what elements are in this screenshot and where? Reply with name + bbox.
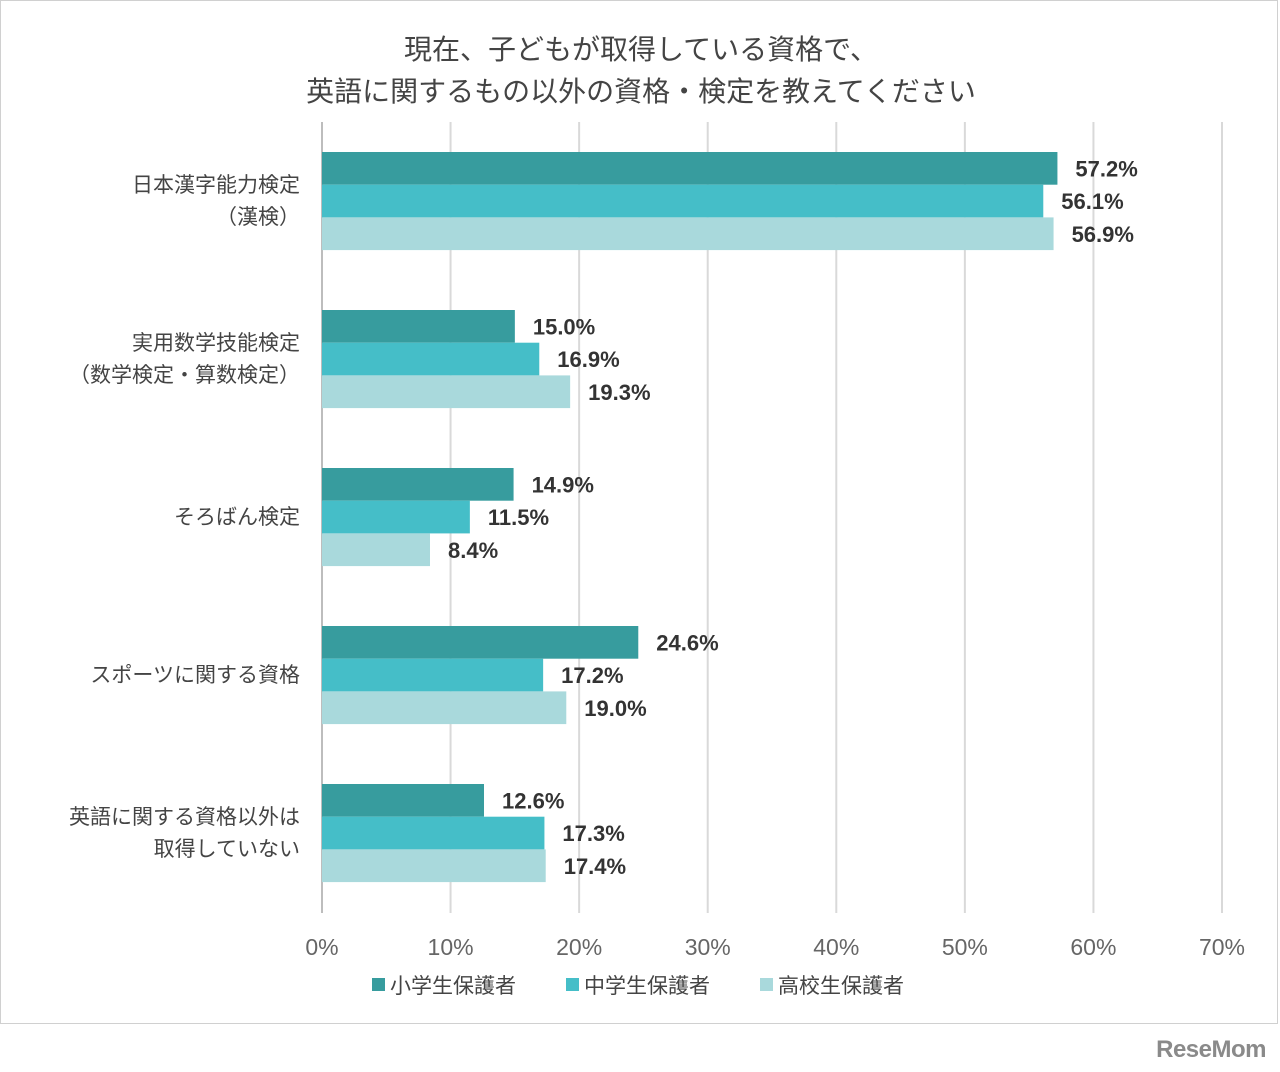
data-label: 24.6% bbox=[656, 630, 718, 655]
tick-label: 50% bbox=[942, 934, 988, 960]
bar bbox=[322, 468, 514, 501]
bar bbox=[322, 626, 639, 659]
bar bbox=[322, 152, 1058, 185]
bar bbox=[322, 784, 484, 817]
bar bbox=[322, 310, 515, 343]
data-label: 56.9% bbox=[1072, 222, 1134, 247]
category-label: （漢検） bbox=[216, 205, 300, 229]
category-label: スポーツに関する資格 bbox=[90, 663, 300, 687]
tick-label: 40% bbox=[813, 934, 859, 960]
data-label: 16.9% bbox=[557, 347, 619, 372]
category-label: 実用数学技能検定 bbox=[132, 331, 300, 355]
legend-label: 小学生保護者 bbox=[390, 974, 516, 998]
chart-title: 現在、子どもが取得している資格で、英語に関するもの以外の資格・検定を教えてくださ… bbox=[306, 33, 976, 108]
category-label: 取得していない bbox=[154, 837, 300, 861]
data-label: 12.6% bbox=[502, 788, 564, 813]
brand-logo: ReseMom bbox=[1156, 1036, 1266, 1063]
bar bbox=[322, 500, 470, 534]
bar bbox=[322, 816, 545, 850]
tick-label: 10% bbox=[428, 934, 474, 960]
category-labels: 日本漢字能力検定 （漢検） 実用数学技能検定 （数学検定・算数検定） そろばん検定スポー… bbox=[69, 173, 300, 861]
category-label: 日本漢字能力検定 bbox=[132, 173, 300, 197]
tick-label: 20% bbox=[556, 934, 602, 960]
legend-swatch bbox=[372, 978, 385, 991]
data-label: 56.1% bbox=[1061, 189, 1123, 214]
category-label: （数学検定・算数検定） bbox=[69, 363, 300, 387]
tick-label: 0% bbox=[305, 934, 338, 960]
data-label: 17.2% bbox=[561, 663, 623, 688]
legend: 小学生保護者 中学生保護者 高校生保護者 bbox=[372, 974, 904, 998]
bar bbox=[322, 217, 1054, 251]
title-line: 英語に関するもの以外の資格・検定を教えてください bbox=[306, 75, 976, 108]
chart: 現在、子どもが取得している資格で、英語に関するもの以外の資格・検定を教えてくださ… bbox=[69, 33, 1245, 998]
bar bbox=[322, 691, 567, 725]
legend-swatch bbox=[760, 978, 773, 991]
data-label: 11.5% bbox=[488, 505, 549, 530]
bar bbox=[322, 533, 430, 567]
legend-swatch bbox=[566, 978, 579, 991]
data-label: 19.3% bbox=[588, 380, 650, 405]
bar bbox=[322, 849, 546, 883]
category-label: そろばん検定 bbox=[174, 505, 300, 529]
data-label: 57.2% bbox=[1075, 156, 1137, 181]
legend-label: 中学生保護者 bbox=[584, 974, 710, 998]
data-label: 8.4% bbox=[448, 538, 498, 563]
bars bbox=[322, 152, 1058, 883]
bar bbox=[322, 658, 544, 692]
tick-label: 70% bbox=[1199, 934, 1245, 960]
bar bbox=[322, 342, 540, 376]
legend-label: 高校生保護者 bbox=[778, 974, 904, 998]
bar bbox=[322, 184, 1044, 218]
gridlines bbox=[321, 122, 1223, 913]
data-labels: 57.2% 56.1% 56.9% 15.0% 16.9% 19.3% 14.9% 11.5%… bbox=[448, 156, 1138, 878]
data-label: 17.3% bbox=[562, 821, 624, 846]
tick-label: 30% bbox=[685, 934, 731, 960]
data-label: 14.9% bbox=[532, 472, 594, 497]
category-label: 英語に関する資格以外は bbox=[69, 805, 300, 829]
bar bbox=[322, 375, 571, 409]
chart-frame: 現在、子どもが取得している資格で、英語に関するもの以外の資格・検定を教えてくださ… bbox=[0, 0, 1278, 1024]
x-axis-ticks: 0% 10% 20% 30% 40% 50% 60% 70% bbox=[305, 934, 1245, 960]
data-label: 19.0% bbox=[584, 696, 646, 721]
data-label: 17.4% bbox=[564, 854, 626, 879]
tick-label: 60% bbox=[1070, 934, 1116, 960]
data-label: 15.0% bbox=[533, 314, 595, 339]
title-line: 現在、子どもが取得している資格で、 bbox=[404, 33, 878, 66]
